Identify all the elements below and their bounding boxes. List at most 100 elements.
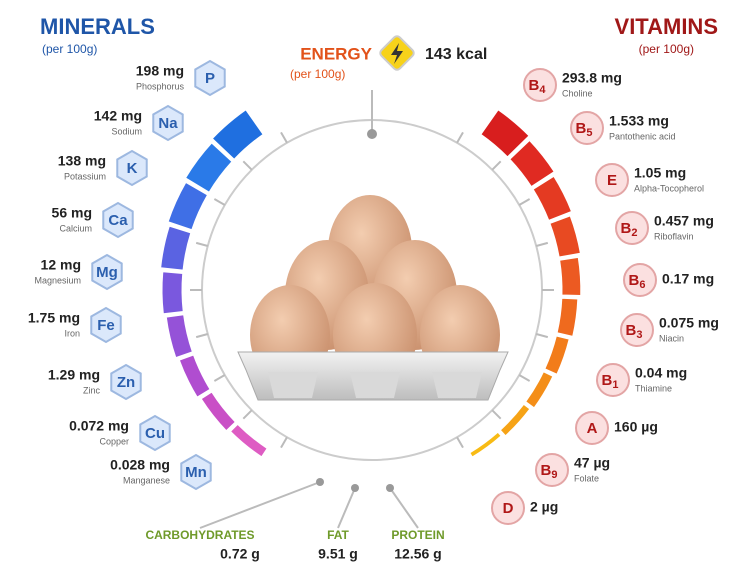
- vitamin-badge: [615, 211, 649, 245]
- mineral-amount: 0.028 mg: [110, 457, 170, 473]
- arc-segment: [229, 423, 268, 458]
- mineral-name: Copper: [99, 436, 129, 446]
- vitamin-badge: [491, 491, 525, 525]
- vitamin-badge: [535, 453, 569, 487]
- mineral-name: Zinc: [83, 385, 101, 395]
- vitamin-subscript: 4: [539, 84, 546, 96]
- vitamin-amount: 0.075 mg: [659, 315, 719, 331]
- mineral-symbol: Mg: [96, 264, 118, 281]
- macro-pin: [337, 487, 356, 529]
- arc-segment: [178, 354, 211, 398]
- mineral-badge: [139, 414, 171, 452]
- mineral-symbol: Mn: [185, 464, 207, 481]
- mineral-badge: [91, 253, 123, 291]
- vitamin-name: Thiamine: [635, 383, 672, 393]
- guide-tick: [280, 131, 288, 144]
- mineral-name: Potassium: [64, 171, 106, 181]
- mineral-badge: [90, 306, 122, 344]
- mineral-symbol: Zn: [117, 374, 135, 391]
- mineral-badge: [116, 149, 148, 187]
- guide-tick: [195, 333, 209, 339]
- guide-tick: [518, 374, 531, 382]
- mineral-symbol: P: [205, 70, 215, 87]
- vitamin-amount: 160 µg: [614, 419, 658, 435]
- mineral-symbol: K: [127, 160, 138, 177]
- macro-pin: [389, 487, 419, 529]
- vitamins-subtitle: (per 100g): [639, 42, 694, 56]
- vitamin-symbol: B3: [626, 322, 643, 341]
- vitamin-symbol: B9: [541, 462, 558, 481]
- vitamin-letter: B: [602, 372, 613, 389]
- guide-tick: [535, 333, 549, 339]
- guide-tick: [518, 198, 531, 206]
- vitamin-amount: 47 µg: [574, 455, 610, 471]
- mineral-name: Calcium: [59, 223, 92, 233]
- mineral-amount: 12 mg: [41, 257, 81, 273]
- arc-segment: [165, 314, 193, 359]
- guide-tick: [456, 436, 464, 449]
- vitamin-badge: [596, 363, 630, 397]
- vitamin-name: Riboflavin: [654, 231, 694, 241]
- vitamin-badge: [523, 68, 557, 102]
- energy-value: 143 kcal: [425, 46, 487, 63]
- guide-tick: [456, 131, 464, 144]
- mineral-amount: 138 mg: [58, 153, 106, 169]
- arc-segment: [160, 225, 192, 271]
- vitamin-badge: [575, 411, 609, 445]
- mineral-amount: 1.75 mg: [28, 310, 80, 326]
- vitamin-symbol: B2: [621, 220, 638, 239]
- macro-pin: [199, 481, 321, 529]
- vitamin-letter: B: [626, 322, 637, 339]
- mineral-symbol: Fe: [97, 317, 115, 334]
- arc-segment: [509, 139, 555, 188]
- macro-name: FAT: [327, 528, 349, 542]
- vitamin-symbol: E: [607, 172, 617, 189]
- mineral-badge: [110, 363, 142, 401]
- vitamin-amount: 0.04 mg: [635, 365, 687, 381]
- mineral-name: Magnesium: [34, 275, 81, 285]
- vitamin-name: Folate: [574, 473, 599, 483]
- guide-tick: [535, 241, 549, 247]
- vitamin-amount: 0.457 mg: [654, 213, 714, 229]
- vitamin-amount: 0.17 mg: [662, 271, 714, 287]
- macro-dot: [316, 478, 324, 486]
- vitamin-letter: E: [607, 172, 617, 189]
- guide-tick: [213, 374, 226, 382]
- arc-segment: [184, 142, 233, 193]
- arc-segment: [480, 109, 530, 158]
- macro-amount: 0.72 g: [220, 546, 260, 562]
- vitamin-subscript: 9: [551, 469, 557, 481]
- vitamin-amount: 1.05 mg: [634, 165, 686, 181]
- vitamins-title: VITAMINS: [615, 14, 718, 39]
- arc-segment: [499, 403, 531, 437]
- vitamin-amount: 1.533 mg: [609, 113, 669, 129]
- vitamin-badge: [620, 313, 654, 347]
- guide-tick: [195, 241, 209, 247]
- vitamin-letter: B: [576, 120, 587, 137]
- vitamin-subscript: 5: [586, 127, 592, 139]
- vitamin-symbol: A: [587, 420, 598, 437]
- energy-dot: [367, 129, 377, 139]
- mineral-badge: [180, 453, 212, 491]
- vitamin-symbol: B1: [602, 372, 619, 391]
- vitamin-badge: [570, 111, 604, 145]
- arc-segment: [556, 297, 579, 337]
- vitamin-symbol: B4: [529, 77, 547, 96]
- mineral-symbol: Cu: [145, 425, 165, 442]
- vitamin-subscript: 3: [636, 329, 642, 341]
- vitamin-letter: A: [587, 420, 598, 437]
- guide-tick: [242, 409, 253, 420]
- macro-amount: 9.51 g: [318, 546, 358, 562]
- arc-segment: [167, 181, 209, 231]
- macro-dot: [386, 484, 394, 492]
- arc-segment: [544, 335, 570, 375]
- vitamin-letter: B: [621, 220, 632, 237]
- arc-segment: [525, 371, 554, 409]
- vitamin-badge: [623, 263, 657, 297]
- vitamin-name: Alpha-Tocopherol: [634, 183, 704, 193]
- vitamin-subscript: 2: [631, 227, 637, 239]
- vitamin-subscript: 1: [612, 379, 618, 391]
- mineral-name: Manganese: [123, 475, 170, 485]
- vitamin-letter: B: [529, 77, 540, 94]
